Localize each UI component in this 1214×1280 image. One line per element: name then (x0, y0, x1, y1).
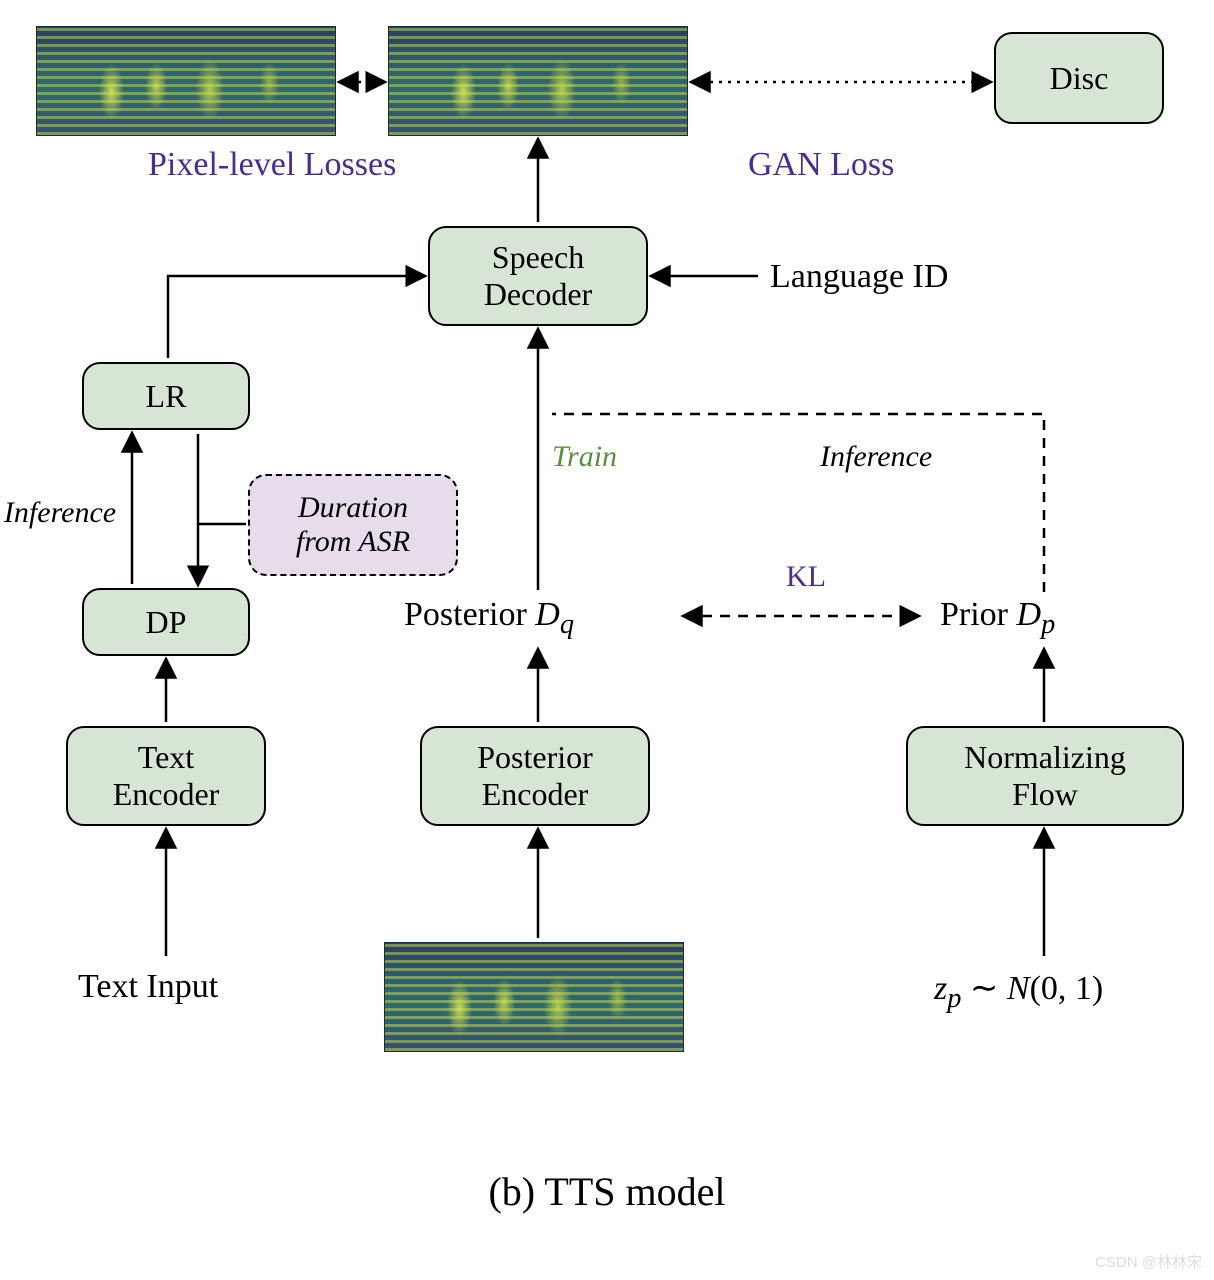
label-train: Train (552, 440, 617, 474)
label-inference-right: Inference (820, 440, 932, 474)
label-zp: zp ∼ N(0, 1) (934, 968, 1103, 1015)
label-gan-loss: GAN Loss (748, 146, 894, 184)
node-speech-decoder: Speech Decoder (428, 226, 648, 326)
label-inference-left: Inference (0, 496, 120, 530)
spectrogram-top-left (36, 26, 336, 136)
label-language-id: Language ID (770, 258, 948, 296)
node-normalizing-flow: Normalizing Flow (906, 726, 1184, 826)
label-text-input: Text Input (78, 968, 218, 1006)
node-dp: DP (82, 588, 250, 656)
node-lr: LR (82, 362, 250, 430)
label-prior-dp: Prior Dp (940, 596, 1055, 641)
node-text-encoder: Text Encoder (66, 726, 266, 826)
node-duration-asr: Duration from ASR (248, 474, 458, 576)
label-pixel-losses: Pixel-level Losses (148, 146, 396, 184)
label-posterior-dq: Posterior Dq (404, 596, 574, 641)
spectrogram-bottom (384, 942, 684, 1052)
node-posterior-encoder: Posterior Encoder (420, 726, 650, 826)
arrow-lr-to-decoder-elbow (168, 276, 424, 358)
node-disc: Disc (994, 32, 1164, 124)
label-kl: KL (786, 560, 826, 594)
spectrogram-top-mid (388, 26, 688, 136)
figure-caption: (b) TTS model (0, 1168, 1214, 1215)
watermark: CSDN @林林宋 (1095, 1251, 1202, 1272)
